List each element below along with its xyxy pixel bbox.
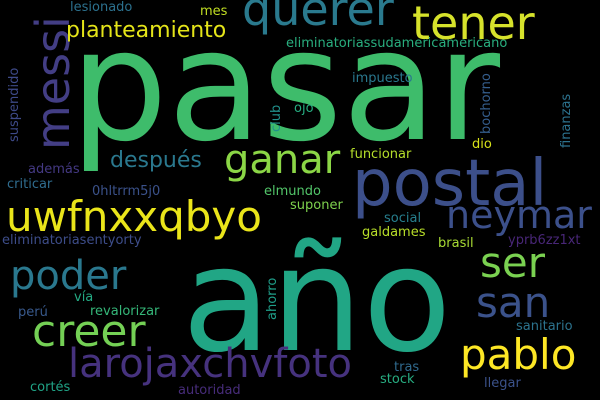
word-club: club bbox=[269, 104, 284, 132]
word-hash: 0hltrrm5j0 bbox=[92, 184, 161, 199]
word-galdames: galdames bbox=[362, 225, 426, 240]
word-larojaxchvfoto: larojaxchvfoto bbox=[68, 341, 352, 387]
word-despues: después bbox=[110, 148, 202, 173]
word-impuesto: impuesto bbox=[352, 71, 413, 86]
word-pablo: pablo bbox=[460, 330, 577, 379]
word-ojo: ojo bbox=[294, 101, 314, 116]
word-eliminatoriasentyorty: eliminatoriasentyorty bbox=[2, 233, 142, 248]
word-cortes: cortés bbox=[30, 380, 71, 395]
word-poder: poder bbox=[10, 253, 127, 299]
word-neymar: neymar bbox=[446, 193, 592, 237]
word-sanitario: sanitario bbox=[516, 319, 573, 334]
word-stock: stock bbox=[380, 372, 415, 387]
word-creer: creer bbox=[32, 306, 146, 357]
word-pasar: pasar bbox=[70, 0, 501, 176]
word-uwfnxxqbyo: uwfnxxqbyo bbox=[6, 192, 262, 241]
word-social: social bbox=[384, 211, 422, 226]
word-brasil: brasil bbox=[438, 236, 474, 251]
word-criticar: criticar bbox=[7, 177, 53, 192]
word-elmundo: elmundo bbox=[264, 184, 321, 199]
word-ano: año bbox=[182, 216, 452, 385]
word-bochorno: bochorno bbox=[479, 73, 494, 134]
word-via: vía bbox=[74, 290, 94, 305]
word-yprb6zz1xt: yprb6zz1xt bbox=[508, 233, 581, 248]
word-ganar: ganar bbox=[224, 137, 341, 183]
word-tener: tener bbox=[412, 0, 535, 50]
word-ser: ser bbox=[480, 238, 545, 287]
word-suponer: suponer bbox=[290, 198, 343, 213]
word-funcionar: funcionar bbox=[350, 147, 412, 162]
word-revalorizar: revalorizar bbox=[90, 304, 160, 319]
word-dio: dio bbox=[472, 137, 492, 152]
word-suspendido: suspendido bbox=[7, 67, 22, 142]
word-planteamiento: planteamiento bbox=[66, 18, 227, 43]
word-postal: postal bbox=[352, 147, 548, 221]
word-autoridad: autoridad bbox=[178, 383, 241, 398]
word-ademas: además bbox=[28, 162, 80, 177]
word-ahorro: ahorro bbox=[265, 277, 280, 320]
word-finanzas: finanzas bbox=[559, 93, 574, 148]
word-peru: perú bbox=[18, 305, 48, 320]
word-querer: querer bbox=[242, 0, 394, 36]
word-mes: mes bbox=[200, 4, 228, 19]
word-lesionado: lesionado bbox=[70, 0, 133, 15]
word-llegar: llegar bbox=[484, 376, 521, 391]
word-eliminatoriassudamericamericano: eliminatoriassudamericamericano bbox=[286, 36, 508, 51]
word-tras: tras bbox=[394, 360, 420, 375]
word-san: san bbox=[476, 278, 551, 327]
